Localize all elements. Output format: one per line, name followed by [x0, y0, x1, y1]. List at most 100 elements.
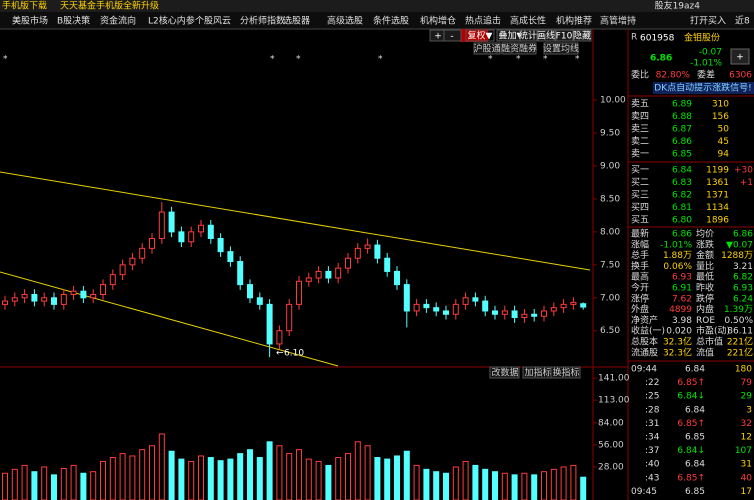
menu-item[interactable]: 高成长性 [510, 15, 546, 27]
menu-item[interactable]: 资金流向 [100, 15, 136, 27]
ask-price: 6.88 [672, 112, 692, 122]
signal[interactable]: DK点自动提示涨跌信号! [654, 82, 751, 94]
tick-price: 6.84 [685, 460, 705, 470]
svg-text:*: * [296, 55, 301, 65]
candle-body [296, 280, 302, 305]
menu-item[interactable]: 选股器 [283, 15, 310, 27]
candle-body [2, 300, 8, 305]
candle-body [129, 257, 136, 266]
indicator-button[interactable] [489, 366, 520, 379]
bid-label: 买五 [631, 215, 649, 226]
top-link[interactable]: 手机版下载 [2, 0, 47, 12]
tool-button[interactable] [519, 29, 538, 42]
tick-price: 6.85↑ [677, 419, 705, 429]
bid-volume: 1371 [706, 191, 729, 201]
menu-bar [0, 12, 754, 29]
menu-item[interactable]: 机构增仓 [420, 15, 456, 27]
tool-button[interactable] [573, 29, 592, 42]
sub-button[interactable] [543, 42, 579, 55]
stat-value: 1.39万 [724, 305, 753, 315]
bid-volume: 1199 [706, 166, 729, 176]
volume-bar [119, 453, 126, 500]
candle-body [276, 330, 283, 345]
volume-bar [286, 453, 293, 500]
candle-body [158, 211, 165, 239]
y-tick-label: 10.00 [600, 96, 626, 106]
diff-label: 委差 [697, 69, 715, 81]
tool-label: F10 [556, 32, 573, 42]
bid-volume: 1896 [706, 216, 729, 226]
stat-value: 6.93 [733, 284, 753, 294]
menu-item[interactable]: 高级选股 [327, 15, 363, 27]
add-button[interactable] [730, 48, 750, 65]
menu-item[interactable]: 高管增持 [600, 15, 636, 27]
tick-time: :25 [645, 392, 659, 402]
ask-label: 卖四 [631, 111, 649, 122]
menu-item[interactable]: 近8 [735, 15, 750, 27]
volume-bar [80, 472, 87, 500]
volume-bar [2, 472, 8, 500]
y2-tick-label: 56.00 [598, 440, 624, 450]
ask-volume: 94 [718, 150, 730, 160]
sub-label: 设置均线 [543, 43, 579, 55]
volume-bar [60, 468, 67, 500]
tick-time: :22 [645, 378, 659, 388]
candle-body [521, 313, 528, 319]
stat-value: 4899 [669, 305, 692, 315]
menu-item[interactable]: 热点追击 [465, 15, 501, 27]
y-tick-label: 9.50 [600, 128, 620, 138]
signal-banner [653, 82, 754, 94]
menu-item[interactable]: 个股风云 [195, 16, 231, 27]
candle-body [452, 303, 459, 315]
candle-body [413, 303, 420, 312]
stat-value: ▼0.07 [726, 240, 753, 250]
volume-bar [345, 453, 351, 500]
bid-change: +1 [740, 178, 753, 188]
tick-price: 6.84 [685, 365, 705, 375]
menu-item[interactable]: 机构推荐 [556, 15, 592, 27]
diff: 6306 [729, 71, 752, 81]
bid-label: 买四 [631, 202, 649, 213]
candle-body [80, 290, 87, 299]
volume-bar [11, 468, 18, 500]
candle-body [100, 284, 106, 295]
volume-bar [247, 449, 253, 500]
bid-label: 买二 [631, 177, 649, 188]
bid-volume: 1134 [706, 203, 729, 213]
menu-item[interactable]: B股决策 [57, 15, 90, 27]
change: -0.07 [699, 48, 722, 58]
tool-button[interactable] [465, 29, 495, 42]
ask-label: 卖二 [631, 136, 649, 147]
menu-item[interactable]: 美股市场 [12, 15, 48, 27]
volume-bar [462, 460, 469, 500]
candle-body [511, 310, 518, 319]
stat-label: 净资产 [631, 314, 658, 326]
menu-item[interactable]: L2核心内参 [148, 15, 195, 27]
tick-volume: 3 [746, 405, 752, 415]
stat-value: 6.24 [733, 294, 753, 304]
tool-label: + [434, 32, 442, 42]
stat-value: -1.01% [660, 240, 692, 250]
stat-label: 收益(一) [631, 325, 665, 337]
tool-button[interactable] [443, 29, 462, 42]
stat-value: 7.62 [672, 294, 692, 304]
arrow: ← [276, 349, 284, 359]
menu-item[interactable]: 条件选股 [373, 15, 409, 27]
stat-label: 涨停 [631, 292, 649, 304]
indicator-button[interactable] [550, 366, 581, 379]
stat-label: 最新 [631, 228, 649, 240]
sub-button[interactable] [473, 42, 501, 55]
ask-price: 6.85 [672, 150, 692, 160]
top-link[interactable]: 天天基金手机版全新升级 [60, 0, 159, 12]
tool-label: 复权▼ [468, 30, 493, 42]
stat-label: 量比 [696, 260, 714, 272]
tool-button[interactable] [537, 29, 556, 42]
bid-price: 6.82 [672, 191, 692, 201]
user-name: 股友19az4 [655, 0, 701, 12]
tick-price: 6.85 [685, 433, 705, 443]
menu-item[interactable]: 分析师指数 [240, 15, 285, 27]
stat-value: 6.86 [733, 230, 753, 240]
tool-button[interactable] [555, 29, 574, 42]
menu-item[interactable]: 打开买入 [690, 15, 726, 27]
sub-button[interactable] [501, 42, 537, 55]
